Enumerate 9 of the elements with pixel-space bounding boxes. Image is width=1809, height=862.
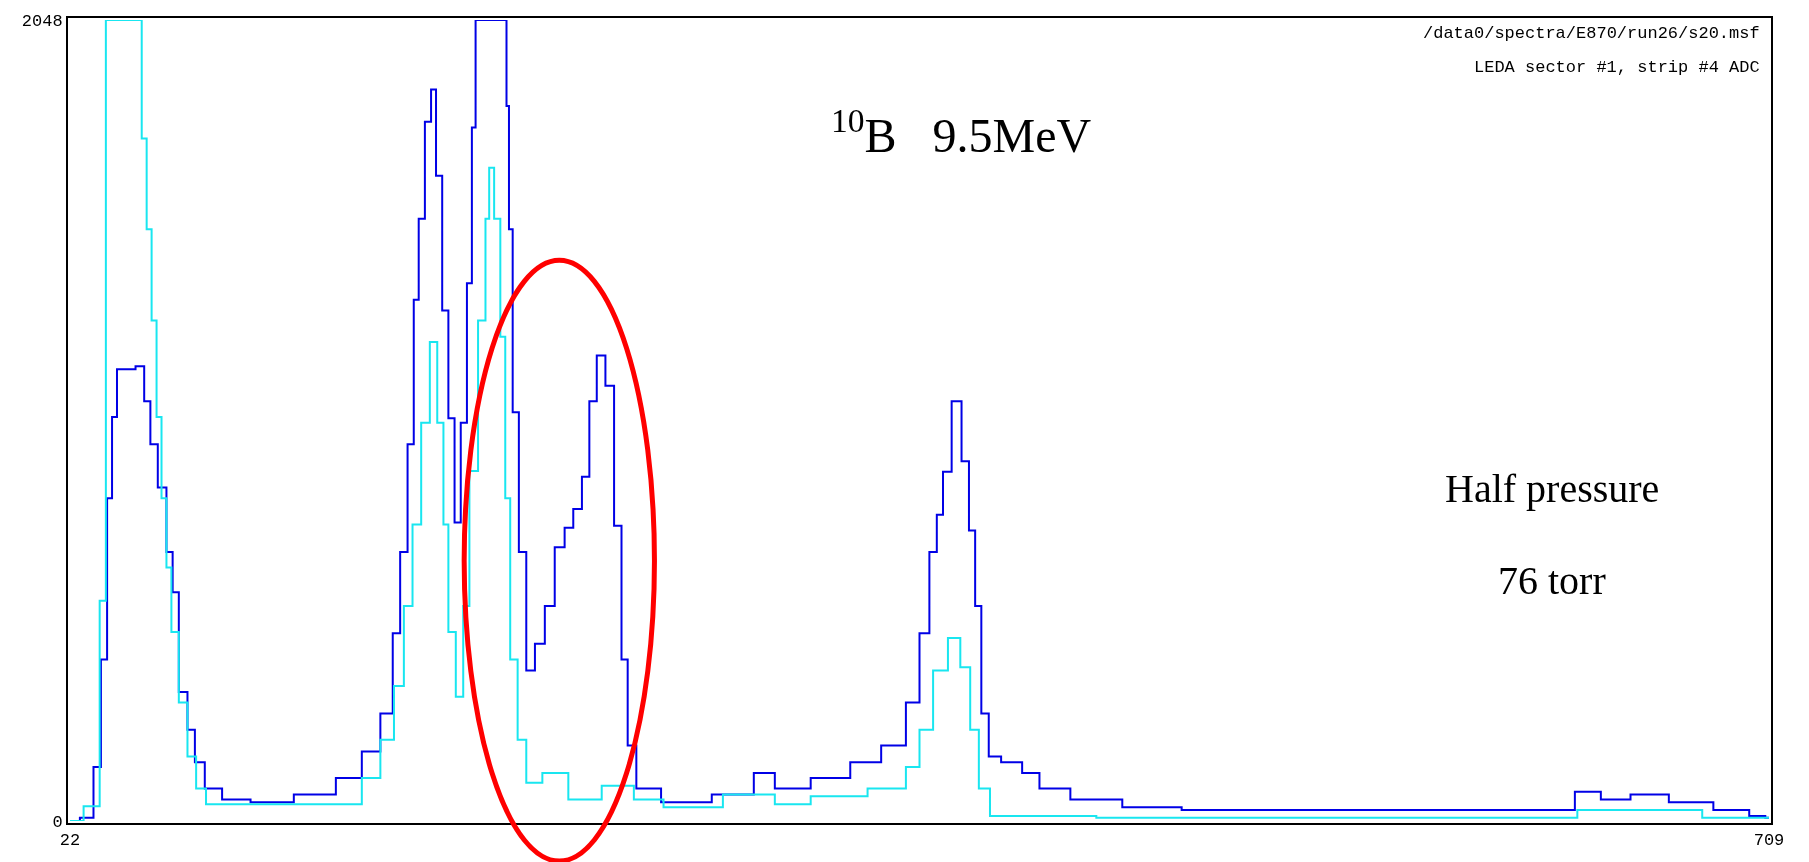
annotation: /data0/spectra/E870/run26/s20.msf [1423,24,1760,43]
annotation: $^{10}$B 9.5MeV [831,102,1092,163]
annotation: LEDA sector #1, strip #4 ADC [1474,58,1760,77]
x-tick-label: 22 [59,831,81,851]
y-tick-label: 0 [52,812,63,832]
annotation: 76 torr [1498,558,1606,603]
x-tick-label: 709 [1753,831,1785,851]
annotation: Half pressure [1445,466,1660,511]
y-tick-label: 2048 [21,11,63,31]
